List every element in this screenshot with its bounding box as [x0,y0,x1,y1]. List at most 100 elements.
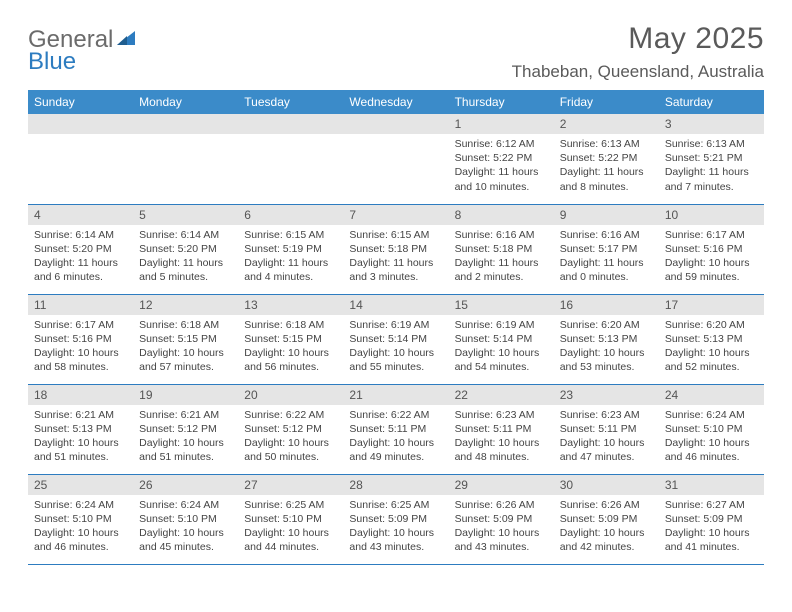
day-content: Sunrise: 6:21 AMSunset: 5:12 PMDaylight:… [133,405,238,469]
title-block: May 2025 Thabeban, Queensland, Australia [512,22,764,82]
sunrise-line: Sunrise: 6:21 AM [34,408,127,422]
daylight-line: Daylight: 10 hours and 42 minutes. [560,526,653,554]
sunrise-line: Sunrise: 6:15 AM [244,228,337,242]
day-content: Sunrise: 6:16 AMSunset: 5:18 PMDaylight:… [449,225,554,289]
day-content: Sunrise: 6:12 AMSunset: 5:22 PMDaylight:… [449,134,554,198]
day-content: Sunrise: 6:20 AMSunset: 5:13 PMDaylight:… [659,315,764,379]
sunrise-line: Sunrise: 6:26 AM [560,498,653,512]
day-number [238,114,343,134]
sunset-line: Sunset: 5:14 PM [455,332,548,346]
calendar-week: 4Sunrise: 6:14 AMSunset: 5:20 PMDaylight… [28,204,764,294]
day-content: Sunrise: 6:26 AMSunset: 5:09 PMDaylight:… [554,495,659,559]
sunrise-line: Sunrise: 6:23 AM [455,408,548,422]
daylight-line: Daylight: 10 hours and 56 minutes. [244,346,337,374]
day-content: Sunrise: 6:13 AMSunset: 5:22 PMDaylight:… [554,134,659,198]
day-number: 20 [238,385,343,405]
day-number: 2 [554,114,659,134]
sunset-line: Sunset: 5:16 PM [665,242,758,256]
col-monday: Monday [133,90,238,114]
sunrise-line: Sunrise: 6:24 AM [139,498,232,512]
day-content: Sunrise: 6:27 AMSunset: 5:09 PMDaylight:… [659,495,764,559]
sunrise-line: Sunrise: 6:27 AM [665,498,758,512]
calendar-cell: 30Sunrise: 6:26 AMSunset: 5:09 PMDayligh… [554,474,659,564]
sunset-line: Sunset: 5:18 PM [349,242,442,256]
sunrise-line: Sunrise: 6:22 AM [244,408,337,422]
month-title: May 2025 [512,22,764,56]
calendar-cell: 15Sunrise: 6:19 AMSunset: 5:14 PMDayligh… [449,294,554,384]
day-number: 31 [659,475,764,495]
day-number: 17 [659,295,764,315]
calendar-cell: 9Sunrise: 6:16 AMSunset: 5:17 PMDaylight… [554,204,659,294]
sunrise-line: Sunrise: 6:25 AM [244,498,337,512]
day-content: Sunrise: 6:25 AMSunset: 5:09 PMDaylight:… [343,495,448,559]
sunset-line: Sunset: 5:19 PM [244,242,337,256]
sunrise-line: Sunrise: 6:16 AM [455,228,548,242]
sunset-line: Sunset: 5:10 PM [139,512,232,526]
daylight-line: Daylight: 10 hours and 58 minutes. [34,346,127,374]
sunrise-line: Sunrise: 6:24 AM [665,408,758,422]
calendar-cell: 29Sunrise: 6:26 AMSunset: 5:09 PMDayligh… [449,474,554,564]
sunset-line: Sunset: 5:10 PM [244,512,337,526]
sunrise-line: Sunrise: 6:17 AM [34,318,127,332]
daylight-line: Daylight: 11 hours and 7 minutes. [665,165,758,193]
sunrise-line: Sunrise: 6:16 AM [560,228,653,242]
daylight-line: Daylight: 10 hours and 43 minutes. [349,526,442,554]
sunset-line: Sunset: 5:14 PM [349,332,442,346]
sunset-line: Sunset: 5:22 PM [560,151,653,165]
day-content: Sunrise: 6:15 AMSunset: 5:19 PMDaylight:… [238,225,343,289]
sunrise-line: Sunrise: 6:21 AM [139,408,232,422]
day-number: 16 [554,295,659,315]
sunset-line: Sunset: 5:12 PM [139,422,232,436]
calendar-cell [28,114,133,204]
sunset-line: Sunset: 5:17 PM [560,242,653,256]
sunrise-line: Sunrise: 6:20 AM [665,318,758,332]
sunrise-line: Sunrise: 6:13 AM [560,137,653,151]
calendar-cell: 1Sunrise: 6:12 AMSunset: 5:22 PMDaylight… [449,114,554,204]
day-content: Sunrise: 6:22 AMSunset: 5:11 PMDaylight:… [343,405,448,469]
day-content: Sunrise: 6:14 AMSunset: 5:20 PMDaylight:… [28,225,133,289]
calendar-cell: 12Sunrise: 6:18 AMSunset: 5:15 PMDayligh… [133,294,238,384]
day-number: 1 [449,114,554,134]
calendar-cell: 4Sunrise: 6:14 AMSunset: 5:20 PMDaylight… [28,204,133,294]
sunset-line: Sunset: 5:13 PM [34,422,127,436]
day-number: 19 [133,385,238,405]
day-number: 11 [28,295,133,315]
sunrise-line: Sunrise: 6:13 AM [665,137,758,151]
sunrise-line: Sunrise: 6:14 AM [139,228,232,242]
day-number: 21 [343,385,448,405]
calendar-body: 1Sunrise: 6:12 AMSunset: 5:22 PMDaylight… [28,114,764,564]
daylight-line: Daylight: 10 hours and 52 minutes. [665,346,758,374]
day-number: 24 [659,385,764,405]
sunrise-line: Sunrise: 6:23 AM [560,408,653,422]
day-content: Sunrise: 6:24 AMSunset: 5:10 PMDaylight:… [28,495,133,559]
sunrise-line: Sunrise: 6:14 AM [34,228,127,242]
calendar-cell: 17Sunrise: 6:20 AMSunset: 5:13 PMDayligh… [659,294,764,384]
day-number: 23 [554,385,659,405]
col-tuesday: Tuesday [238,90,343,114]
location: Thabeban, Queensland, Australia [512,62,764,82]
day-content: Sunrise: 6:23 AMSunset: 5:11 PMDaylight:… [449,405,554,469]
day-number: 9 [554,205,659,225]
day-number: 8 [449,205,554,225]
day-content: Sunrise: 6:16 AMSunset: 5:17 PMDaylight:… [554,225,659,289]
daylight-line: Daylight: 10 hours and 51 minutes. [34,436,127,464]
daylight-line: Daylight: 10 hours and 50 minutes. [244,436,337,464]
calendar-week: 25Sunrise: 6:24 AMSunset: 5:10 PMDayligh… [28,474,764,564]
day-number: 28 [343,475,448,495]
day-content: Sunrise: 6:15 AMSunset: 5:18 PMDaylight:… [343,225,448,289]
day-content: Sunrise: 6:21 AMSunset: 5:13 PMDaylight:… [28,405,133,469]
sunset-line: Sunset: 5:10 PM [665,422,758,436]
day-number: 26 [133,475,238,495]
day-number: 22 [449,385,554,405]
daylight-line: Daylight: 10 hours and 47 minutes. [560,436,653,464]
sunset-line: Sunset: 5:15 PM [139,332,232,346]
calendar-cell: 6Sunrise: 6:15 AMSunset: 5:19 PMDaylight… [238,204,343,294]
sunset-line: Sunset: 5:20 PM [34,242,127,256]
day-content: Sunrise: 6:18 AMSunset: 5:15 PMDaylight:… [133,315,238,379]
day-content: Sunrise: 6:18 AMSunset: 5:15 PMDaylight:… [238,315,343,379]
sunrise-line: Sunrise: 6:18 AM [139,318,232,332]
daylight-line: Daylight: 10 hours and 51 minutes. [139,436,232,464]
daylight-line: Daylight: 10 hours and 59 minutes. [665,256,758,284]
day-number: 4 [28,205,133,225]
calendar-cell: 16Sunrise: 6:20 AMSunset: 5:13 PMDayligh… [554,294,659,384]
